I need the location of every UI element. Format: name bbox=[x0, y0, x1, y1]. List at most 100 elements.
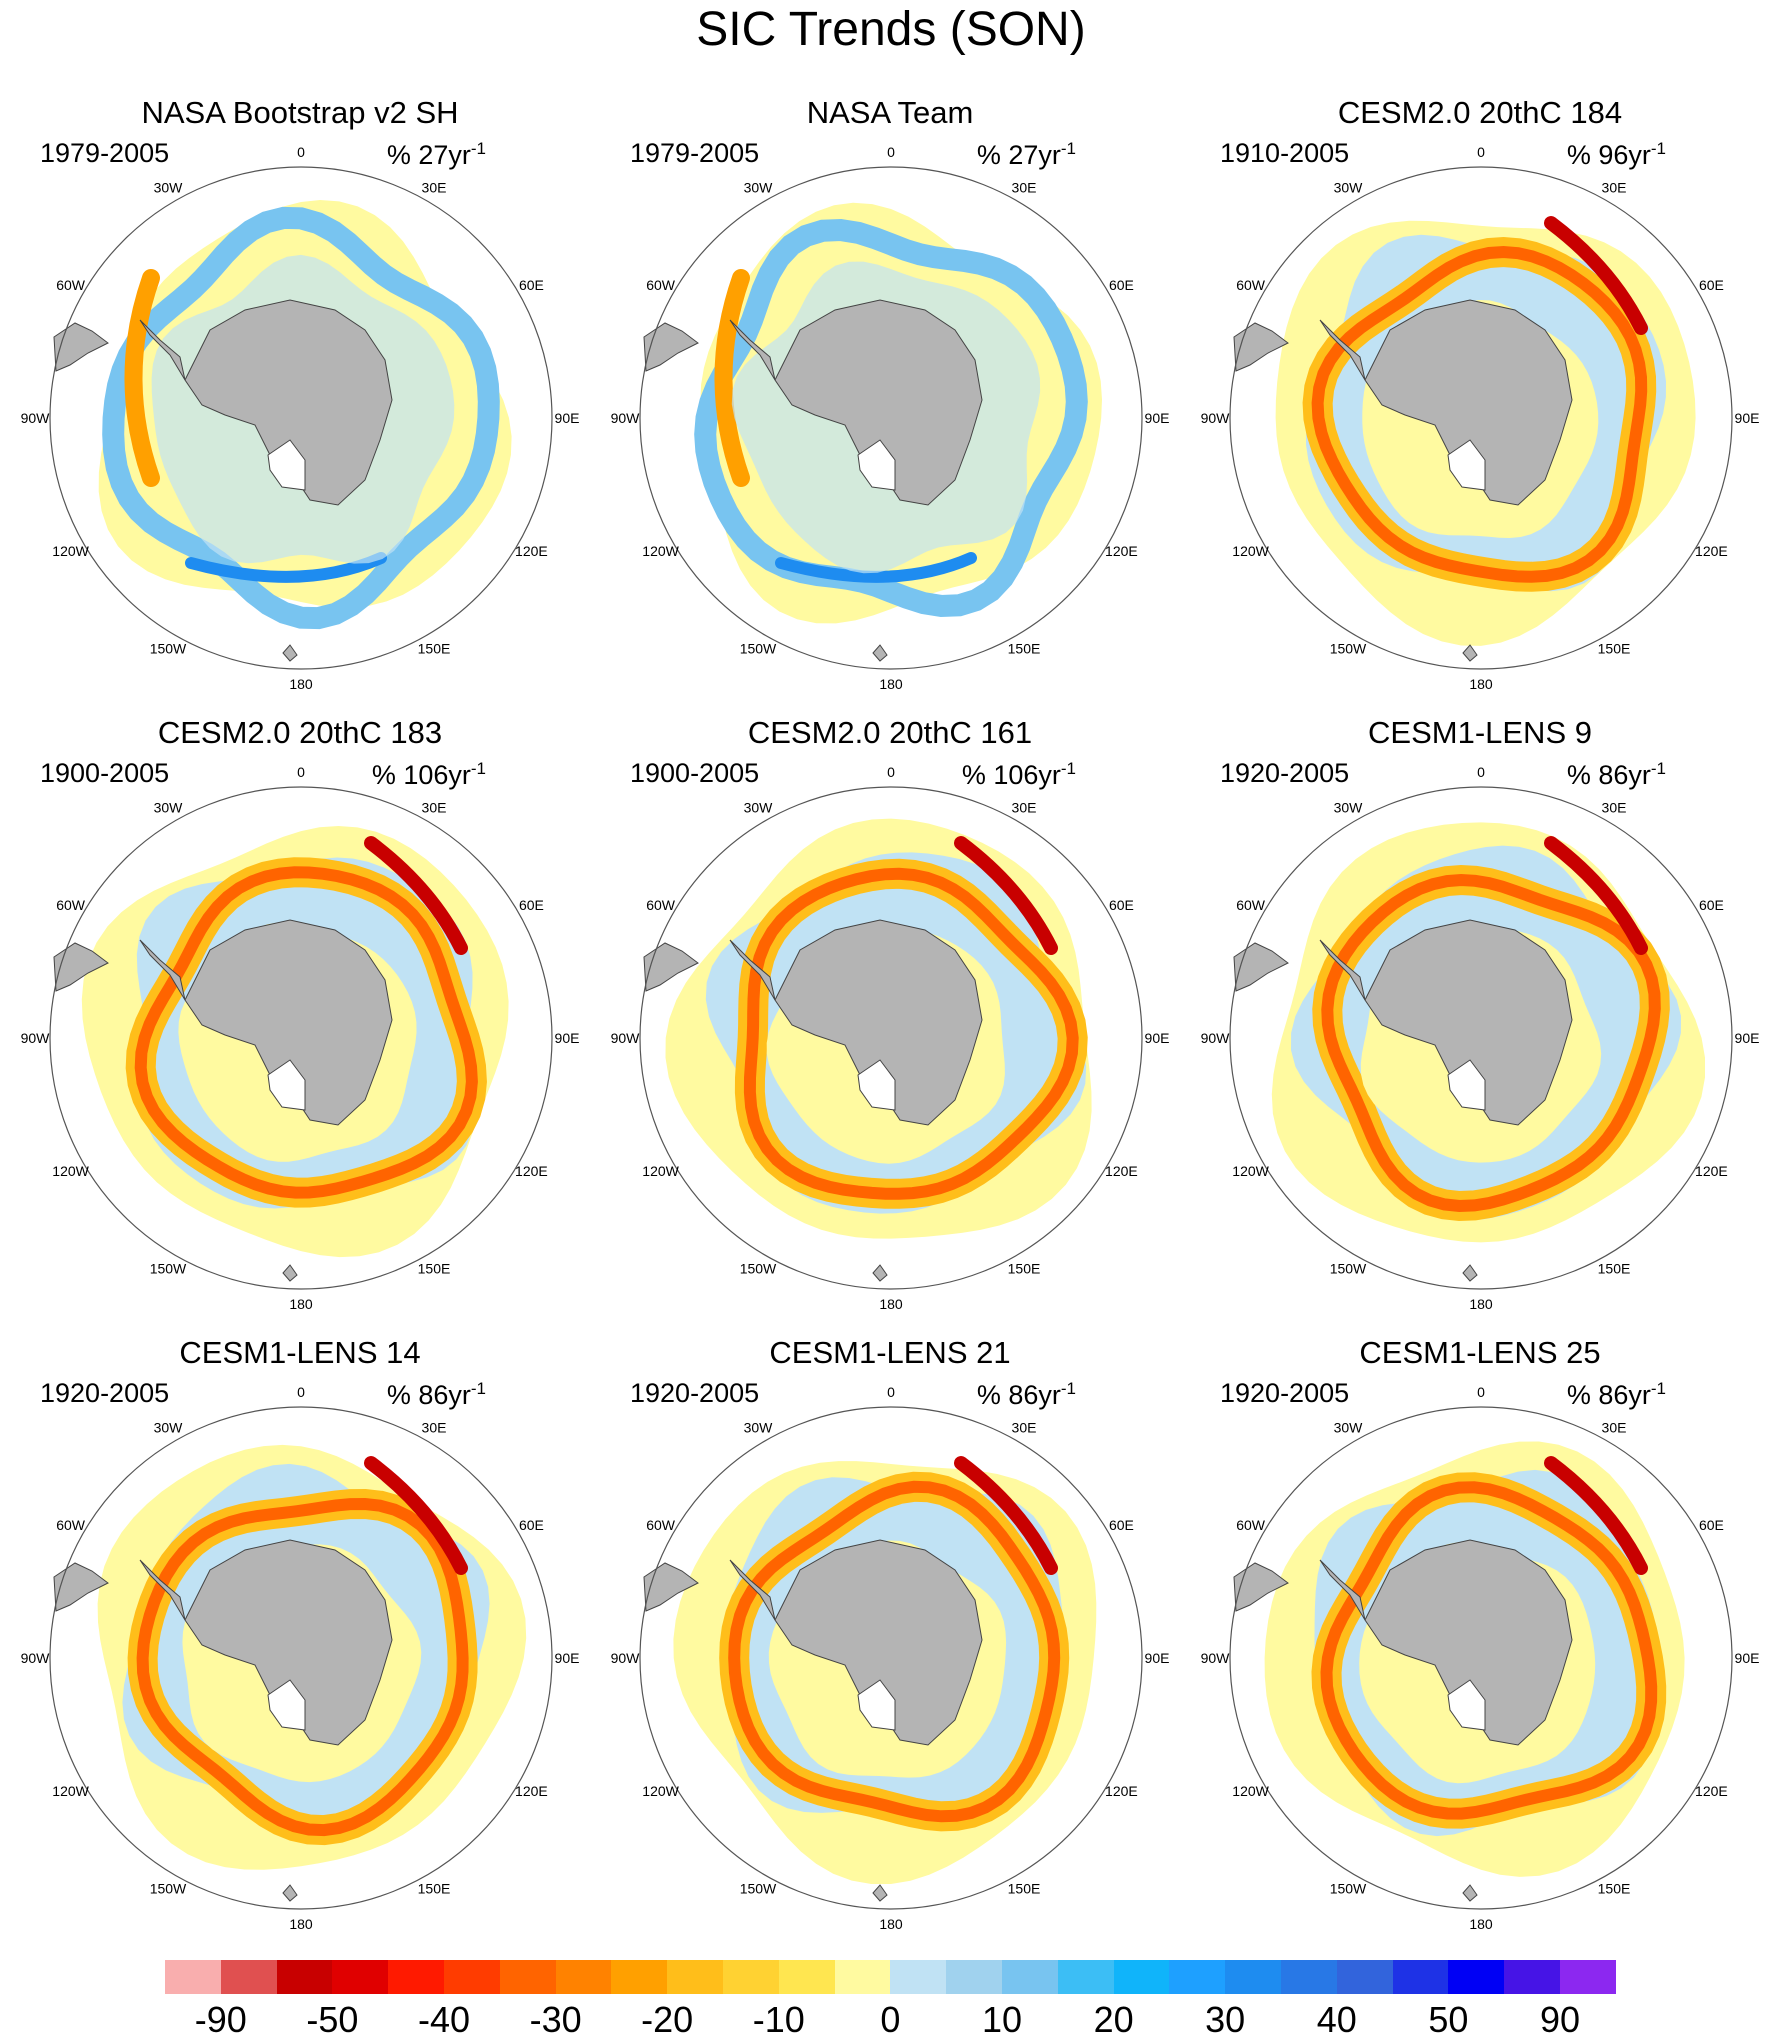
antarctica-landmass bbox=[1364, 919, 1573, 1126]
longitude-label: 60W bbox=[1236, 277, 1266, 293]
longitude-label: 60W bbox=[1236, 1517, 1266, 1533]
longitude-label: 0 bbox=[887, 1384, 895, 1400]
map-boundary-circle bbox=[639, 166, 1143, 670]
panel-units-text: % 86yr bbox=[1566, 1380, 1651, 1410]
panel-units-text: % 86yr bbox=[976, 1380, 1061, 1410]
colorbar-label: -30 bbox=[529, 1999, 582, 2040]
longitude-label: 120E bbox=[1695, 1163, 1728, 1179]
panel-units-exponent: -1 bbox=[1650, 759, 1666, 778]
longitude-label: 60W bbox=[56, 1517, 86, 1533]
longitude-label: 0 bbox=[1477, 1384, 1485, 1400]
positive-trend-core bbox=[1311, 245, 1648, 583]
panel-period: 1920-2005 bbox=[1220, 758, 1350, 788]
longitude-label: 30E bbox=[1602, 180, 1627, 196]
longitude-label: 60E bbox=[1699, 277, 1724, 293]
longitude-label: 90W bbox=[21, 410, 51, 426]
longitude-label: 120W bbox=[642, 543, 679, 559]
longitude-label: 90W bbox=[1201, 1030, 1231, 1046]
longitude-label: 60W bbox=[56, 897, 86, 913]
positive-trend-core bbox=[728, 1480, 1061, 1823]
longitude-label: 0 bbox=[887, 764, 895, 780]
longitude-label: 30W bbox=[744, 800, 774, 816]
ross-ice-shelf bbox=[1447, 439, 1486, 491]
map-boundary-circle bbox=[1229, 166, 1733, 670]
colorbar-swatch bbox=[890, 1960, 947, 1994]
longitude-label: 90W bbox=[1201, 410, 1231, 426]
longitude-label: 90W bbox=[21, 1030, 51, 1046]
longitude-label: 120W bbox=[52, 1783, 89, 1799]
colorbar-swatch bbox=[1560, 1960, 1617, 1994]
panel-units-exponent: -1 bbox=[470, 139, 486, 158]
panel-units-exponent: -1 bbox=[1060, 139, 1076, 158]
antarctica-landmass bbox=[184, 299, 393, 506]
panel-title: CESM1-LENS 25 bbox=[1359, 1335, 1601, 1370]
ross-ice-shelf bbox=[267, 1059, 306, 1111]
polar-map: 0 30E 60E 90E 120E 150E 180 150W 120W 90W 60W 30W bbox=[1201, 1384, 1760, 1932]
antarctic-peninsula bbox=[729, 319, 776, 381]
longitude-label: 150W bbox=[150, 1260, 187, 1276]
colorbar-swatch bbox=[667, 1960, 724, 1994]
longitude-label: 150E bbox=[1008, 640, 1041, 656]
new-zealand-tip bbox=[282, 1884, 298, 1902]
longitude-label: 30W bbox=[1334, 180, 1364, 196]
antarctica-landmass bbox=[774, 919, 983, 1126]
longitude-label: 150W bbox=[150, 1880, 187, 1896]
south-america-tip bbox=[1233, 322, 1289, 372]
longitude-label: 30E bbox=[422, 800, 447, 816]
longitude-label: 120E bbox=[515, 1783, 548, 1799]
longitude-label: 180 bbox=[879, 676, 903, 692]
colorbar-swatch bbox=[388, 1960, 445, 1994]
longitude-label: 120E bbox=[1105, 1783, 1138, 1799]
longitude-label: 90E bbox=[555, 410, 580, 426]
longitude-label: 0 bbox=[887, 144, 895, 160]
colorbar-swatch bbox=[332, 1960, 389, 1994]
panel-units: % 86yr-1 bbox=[1567, 753, 1666, 791]
colorbar-swatch bbox=[778, 1960, 836, 1994]
antarctica-landmass bbox=[774, 1539, 983, 1746]
max-trend-streak bbox=[1544, 216, 1648, 335]
longitude-label: 60E bbox=[1109, 277, 1134, 293]
map-panel: CESM2.0 20thC 183 1900-2005 % 106yr-1 0 30E 6… bbox=[20, 715, 580, 1335]
colorbar-label: 90 bbox=[1539, 1999, 1581, 2040]
panel-units: % 86yr-1 bbox=[977, 1373, 1076, 1411]
longitude-label: 180 bbox=[1469, 1916, 1493, 1932]
panel-title: NASA Bootstrap v2 SH bbox=[141, 95, 459, 130]
longitude-label: 30E bbox=[1602, 1420, 1627, 1436]
south-america-tip bbox=[643, 1562, 699, 1612]
panel-units-text: % 27yr bbox=[386, 140, 471, 170]
longitude-label: 120E bbox=[515, 1163, 548, 1179]
longitude-label: 30E bbox=[422, 180, 447, 196]
longitude-label: 30W bbox=[1334, 1420, 1364, 1436]
colorbar-swatch bbox=[276, 1960, 333, 1994]
colorbar-swatch bbox=[1392, 1960, 1449, 1994]
positive-trend-core bbox=[1321, 873, 1661, 1213]
negative-trend-band bbox=[102, 206, 500, 630]
colorbar-label: -20 bbox=[641, 1999, 694, 2040]
ross-sea-negative-trend bbox=[185, 552, 387, 583]
panel-period: 1979-2005 bbox=[630, 138, 760, 168]
panel-period: 1900-2005 bbox=[630, 758, 760, 788]
antarctic-peninsula bbox=[1319, 319, 1366, 381]
weddell-positive-trend bbox=[714, 269, 750, 487]
colorbar-label: 50 bbox=[1428, 1999, 1469, 2040]
colorbar-swatch bbox=[723, 1960, 780, 1994]
map-panel: CESM2.0 20thC 184 1910-2005 % 96yr-1 0 30E 60… bbox=[1200, 95, 1760, 715]
map-boundary-circle bbox=[1229, 1406, 1733, 1910]
antarctica-landmass bbox=[1364, 299, 1573, 506]
longitude-label: 120E bbox=[1105, 1163, 1138, 1179]
panel-period: 1979-2005 bbox=[40, 138, 170, 168]
weddell-positive-trend bbox=[124, 269, 160, 487]
map-panel: CESM1-LENS 21 1920-2005 % 86yr-1 0 30E 60E 90E… bbox=[610, 1335, 1170, 1955]
polar-map: 0 30E 60E 90E 120E 150E 180 150W 120W 90W 60W 30W bbox=[611, 1384, 1170, 1932]
south-america-tip bbox=[643, 942, 699, 992]
longitude-label: 30W bbox=[154, 800, 184, 816]
longitude-label: 120W bbox=[1232, 1783, 1269, 1799]
ross-ice-shelf bbox=[267, 1679, 306, 1731]
longitude-label: 120W bbox=[1232, 543, 1269, 559]
longitude-label: 90W bbox=[21, 1650, 51, 1666]
colorbar-swatch bbox=[1057, 1960, 1115, 1994]
new-zealand-tip bbox=[1462, 644, 1478, 662]
colorbar-label: 10 bbox=[981, 1999, 1023, 2040]
antarctica-landmass bbox=[184, 1539, 393, 1746]
longitude-label: 0 bbox=[1477, 144, 1485, 160]
